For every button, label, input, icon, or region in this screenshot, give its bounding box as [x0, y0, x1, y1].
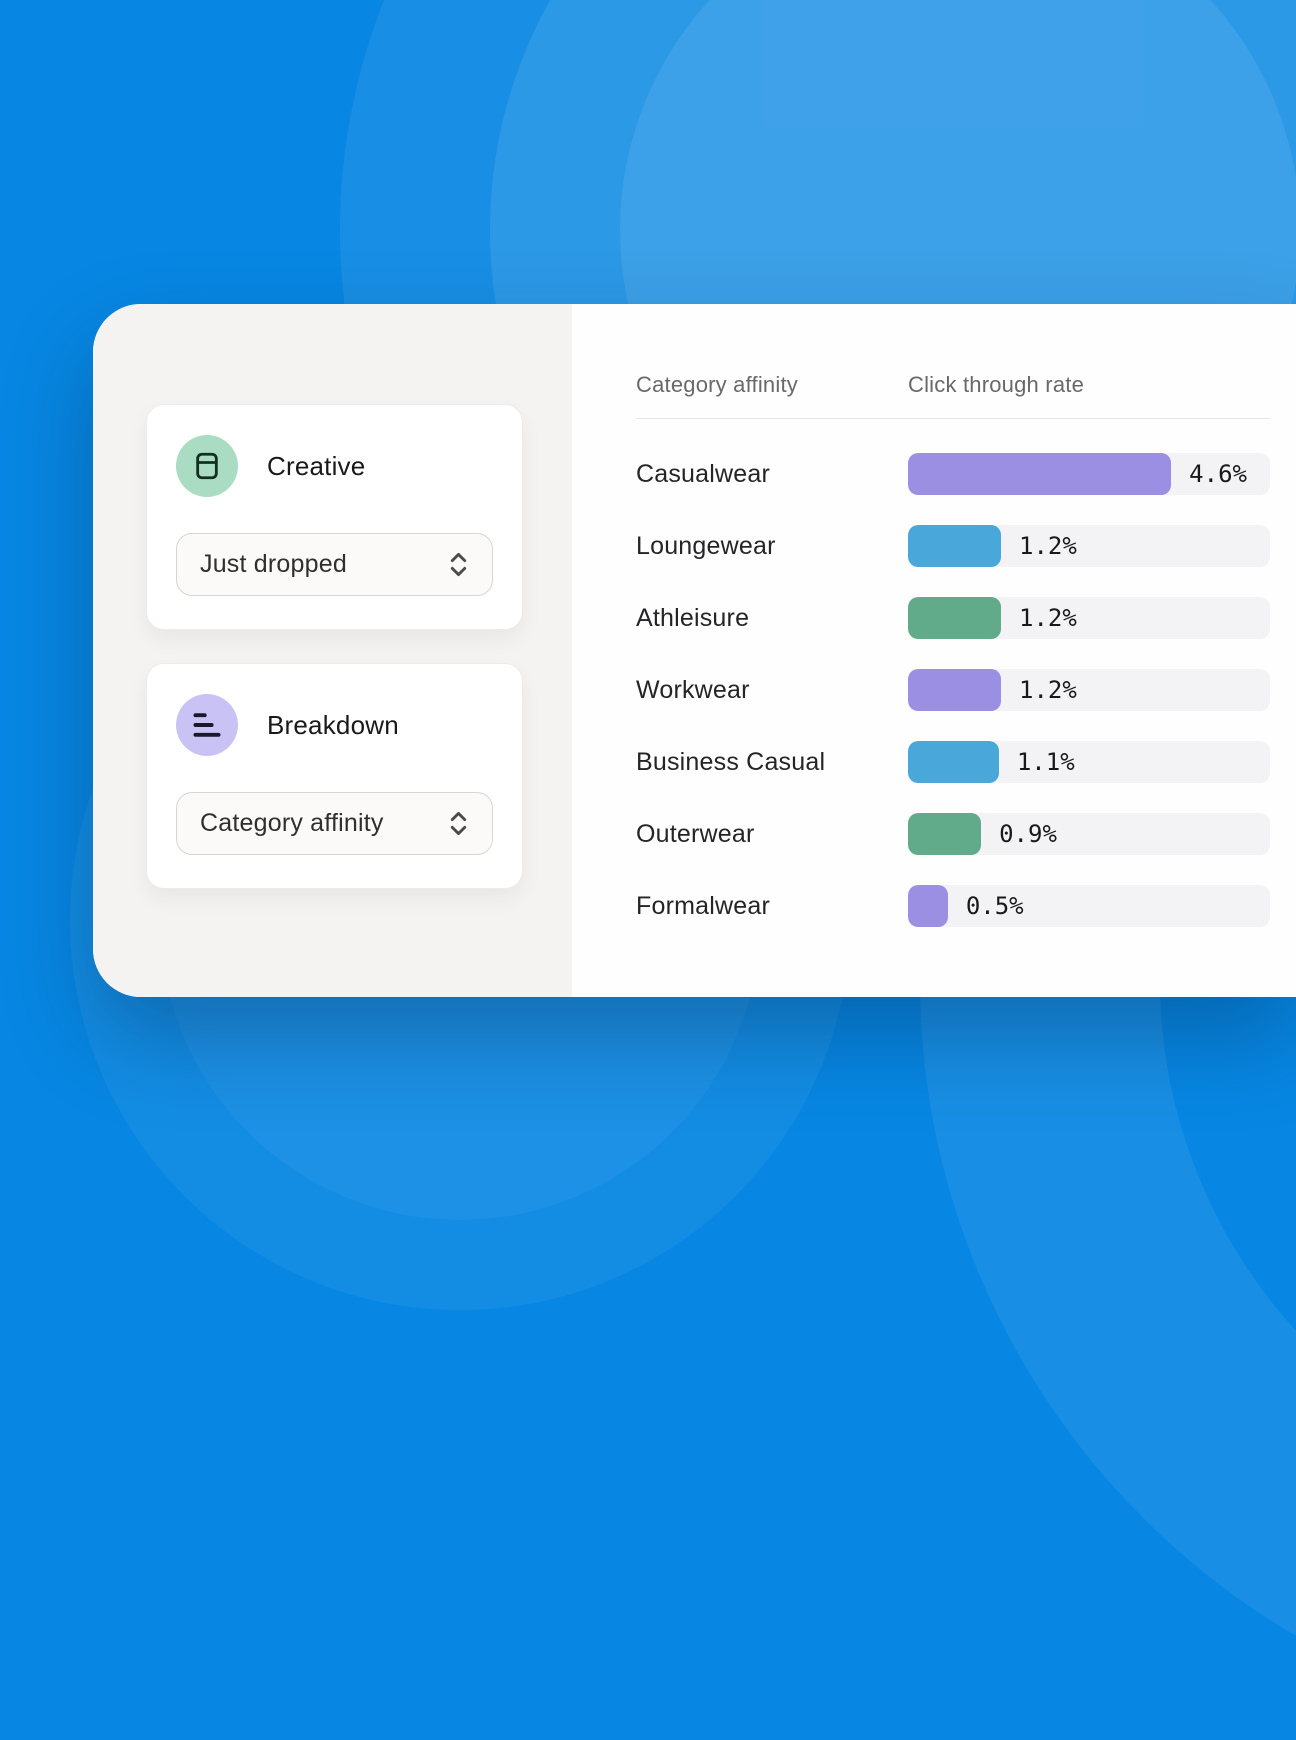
table-row: Athleisure 1.2%	[636, 582, 1270, 654]
creative-dropdown[interactable]: Just dropped	[176, 533, 493, 596]
ctr-bar-track: 0.5%	[908, 885, 1270, 927]
category-label: Business Casual	[636, 747, 826, 776]
dropdown-value: Category affinity	[200, 809, 384, 837]
breakdown-icon-circle	[176, 694, 238, 756]
dashboard-panel: Creative Just dropped	[93, 304, 1296, 997]
ctr-bar-track: 1.2%	[908, 525, 1270, 567]
ctr-bar-track: 1.2%	[908, 669, 1270, 711]
chevron-up-down-icon	[447, 549, 470, 580]
breakdown-card-header: Breakdown	[176, 694, 492, 756]
ctr-rows: Casualwear 4.6% Loungewear 1.2% Athleisure 1.…	[636, 438, 1270, 942]
ctr-bar-fill	[908, 597, 1002, 639]
category-label: Casualwear	[636, 459, 771, 488]
table-row: Outerwear 0.9%	[636, 798, 1270, 870]
dropdown-value: Just dropped	[200, 550, 347, 578]
card-window-icon	[191, 450, 223, 482]
card-title: Breakdown	[267, 709, 399, 740]
ctr-value: 1.2%	[1019, 604, 1077, 632]
category-label: Formalwear	[636, 891, 770, 920]
category-label: Athleisure	[636, 603, 750, 632]
ctr-value: 0.9%	[999, 820, 1057, 848]
table-row: Business Casual 1.1%	[636, 726, 1270, 798]
ctr-bar-track: 4.6%	[908, 453, 1270, 495]
ctr-bar-fill	[908, 813, 982, 855]
ctr-value: 4.6%	[1189, 460, 1247, 488]
creative-icon-circle	[176, 435, 238, 497]
controls-sidebar: Creative Just dropped	[93, 304, 572, 997]
ctr-bar-track: 0.9%	[908, 813, 1270, 855]
table-row: Formalwear 0.5%	[636, 870, 1270, 942]
ctr-value: 0.5%	[965, 892, 1024, 920]
table-row: Casualwear 4.6%	[636, 438, 1270, 510]
column-header-click-through-rate: Click through rate	[908, 372, 1085, 397]
creative-card-header: Creative	[176, 435, 492, 497]
ctr-bar-fill	[908, 669, 1002, 711]
ctr-value: 1.2%	[1019, 532, 1077, 560]
ctr-bar-fill	[908, 525, 1002, 567]
ctr-bar-track: 1.1%	[908, 741, 1270, 783]
column-header-category-affinity: Category affinity	[636, 372, 798, 397]
table-row: Loungewear 1.2%	[636, 510, 1270, 582]
table-header: Category affinity Click through rate	[636, 370, 1270, 400]
ctr-value: 1.1%	[1016, 748, 1075, 776]
bars-ascending-icon	[192, 711, 222, 739]
ctr-bar-fill	[908, 741, 999, 783]
breakdown-card: Breakdown Category affinity	[146, 663, 523, 889]
category-label: Outerwear	[636, 819, 755, 848]
chevron-up-down-icon	[447, 808, 470, 839]
card-title: Creative	[267, 450, 366, 481]
category-label: Workwear	[636, 675, 750, 704]
ctr-bar-fill	[908, 885, 948, 927]
ctr-bar-track: 1.2%	[908, 597, 1270, 639]
ctr-value: 1.2%	[1019, 676, 1077, 704]
category-label: Loungewear	[636, 531, 776, 560]
breakdown-dropdown[interactable]: Category affinity	[176, 792, 493, 855]
table-row: Workwear 1.2%	[636, 654, 1270, 726]
header-divider	[636, 418, 1270, 419]
ctr-bar-fill	[908, 453, 1172, 495]
creative-card: Creative Just dropped	[146, 404, 523, 630]
ctr-table-section: Category affinity Click through rate Cas…	[572, 304, 1296, 997]
